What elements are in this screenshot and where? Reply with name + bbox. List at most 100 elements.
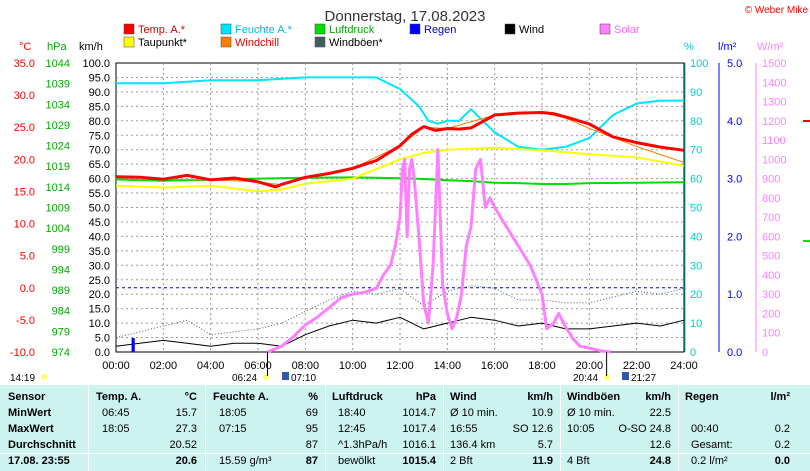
sunrise-label: 06:24 <box>232 373 257 384</box>
table-cell-value: 24.8 <box>601 455 671 467</box>
tick-x: 00:00 <box>102 360 130 372</box>
table-cell-value: 12.6 <box>601 439 671 451</box>
row-separator <box>0 453 810 454</box>
legend-label: Wind <box>519 24 544 36</box>
tick-humidity: 0 <box>690 347 696 359</box>
unit-kmh: km/h <box>79 41 103 53</box>
sunrise-icon <box>263 374 269 380</box>
tick-pressure: 974 <box>52 347 70 359</box>
tick-pressure: 1024 <box>46 141 70 153</box>
legend-label: Temp. A.* <box>138 24 186 36</box>
table-cell-value: 15.7 <box>127 407 197 419</box>
table-header-unit: % <box>278 391 318 403</box>
table-cell-value: O-SO 24.8 <box>601 423 671 435</box>
moonset-icon <box>622 372 629 380</box>
table-cell-value: 5.7 <box>483 439 553 451</box>
legend-label: Luftdruck <box>329 24 375 36</box>
legend-swatch <box>410 24 420 34</box>
table-cell-value: 0.0 <box>720 455 790 467</box>
table-cell-sub: 00:40 <box>691 423 719 435</box>
tick-humidity: 20 <box>690 289 702 301</box>
legend-swatch <box>124 24 134 34</box>
tick-wind: 40.0 <box>89 231 110 243</box>
table-header: Regen <box>685 391 719 403</box>
table-cell-sub: 07:15 <box>219 423 247 435</box>
tick-temp: -10.0 <box>10 347 35 359</box>
tick-temp: 35.0 <box>14 58 35 70</box>
tick-x: 18:00 <box>528 360 556 372</box>
tick-pressure: 979 <box>52 326 70 338</box>
table-cell-sub: 06:45 <box>102 407 130 419</box>
column-separator <box>325 385 326 471</box>
tick-solar: 1500 <box>762 58 786 70</box>
table-cell-sub: 2 Bft <box>450 455 473 467</box>
tick-humidity: 40 <box>690 231 702 243</box>
tick-wind: 60.0 <box>89 174 110 186</box>
tick-wind: 20.0 <box>89 289 110 301</box>
weather-chart: Donnerstag, 17.08.2023 © Weber Mike Temp. … <box>0 0 810 385</box>
copyright-label: © Weber Mike <box>745 5 809 16</box>
chart-title: Donnerstag, 17.08.2023 <box>325 8 486 25</box>
tick-x: 10:00 <box>339 360 367 372</box>
tick-humidity: 60 <box>690 174 702 186</box>
tick-solar: 1100 <box>762 135 786 147</box>
tick-pressure: 1039 <box>46 79 70 91</box>
tick-wind: 70.0 <box>89 145 110 157</box>
table-row-label: MaxWert <box>8 423 54 435</box>
table-header: Feuchte A. <box>213 391 269 403</box>
tick-solar: 400 <box>762 270 780 282</box>
tick-wind: 5.0 <box>95 333 110 345</box>
tick-rain: 1.0 <box>727 289 742 301</box>
tick-solar: 300 <box>762 289 780 301</box>
table-cell-value: 1016.1 <box>366 439 436 451</box>
tick-x: 14:00 <box>434 360 462 372</box>
table-cell-value: 27.3 <box>127 423 197 435</box>
tick-wind: 65.0 <box>89 159 110 171</box>
tick-pressure: 1029 <box>46 120 70 132</box>
tick-wind: 15.0 <box>89 304 110 316</box>
tick-solar: 900 <box>762 174 780 186</box>
table-cell-value: 1014.7 <box>366 407 436 419</box>
tick-wind: 100.0 <box>82 58 110 70</box>
table-row-label: MinWert <box>8 407 51 419</box>
tick-temp: 25.0 <box>14 122 35 134</box>
tick-wind: 90.0 <box>89 87 110 99</box>
edge-temp-marker <box>803 120 810 122</box>
table-header-unit: °C <box>157 391 197 403</box>
legend-swatch <box>505 24 515 34</box>
tick-wind: 55.0 <box>89 188 110 200</box>
tick-pressure: 989 <box>52 285 70 297</box>
tick-solar: 1000 <box>762 154 786 166</box>
unit-rain: l/m² <box>718 41 737 53</box>
tick-pressure: 1019 <box>46 161 70 173</box>
edge-pressure-marker <box>803 240 810 242</box>
moonrise-icon <box>282 372 289 380</box>
table-header-unit: l/m² <box>750 391 790 403</box>
tick-humidity: 90 <box>690 87 702 99</box>
statistics-table: Sensor Temp. A. °C Feuchte A.% Luftdruck hPa W… <box>0 385 810 471</box>
tick-x: 24:00 <box>670 360 698 372</box>
legend-swatch <box>124 37 134 47</box>
unit-solar: W/m² <box>757 41 784 53</box>
tick-x: 12:00 <box>386 360 414 372</box>
tick-x: 02:00 <box>150 360 178 372</box>
tick-pressure: 1034 <box>46 99 70 111</box>
legend-swatch <box>315 37 325 47</box>
table-cell-value: 0.2 <box>720 423 790 435</box>
table-cell-value: 69 <box>248 407 318 419</box>
table-cell-sub: 18:40 <box>338 407 366 419</box>
tick-temp: 0.0 <box>20 283 35 295</box>
legend-label: Feuchte A.* <box>235 24 293 36</box>
tick-humidity: 70 <box>690 145 702 157</box>
tick-wind: 95.0 <box>89 72 110 84</box>
sunset-label: 20:44 <box>573 373 598 384</box>
tick-pressure: 984 <box>52 306 70 318</box>
table-cell-sub: 16:55 <box>450 423 478 435</box>
tick-solar: 200 <box>762 308 780 320</box>
table-cell-value: 20.6 <box>127 455 197 467</box>
tick-solar: 1200 <box>762 116 786 128</box>
table-header-unit: km/h <box>631 391 671 403</box>
tick-humidity: 80 <box>690 116 702 128</box>
tick-temp: 5.0 <box>20 251 35 263</box>
table-cell-sub: 12:45 <box>338 423 366 435</box>
